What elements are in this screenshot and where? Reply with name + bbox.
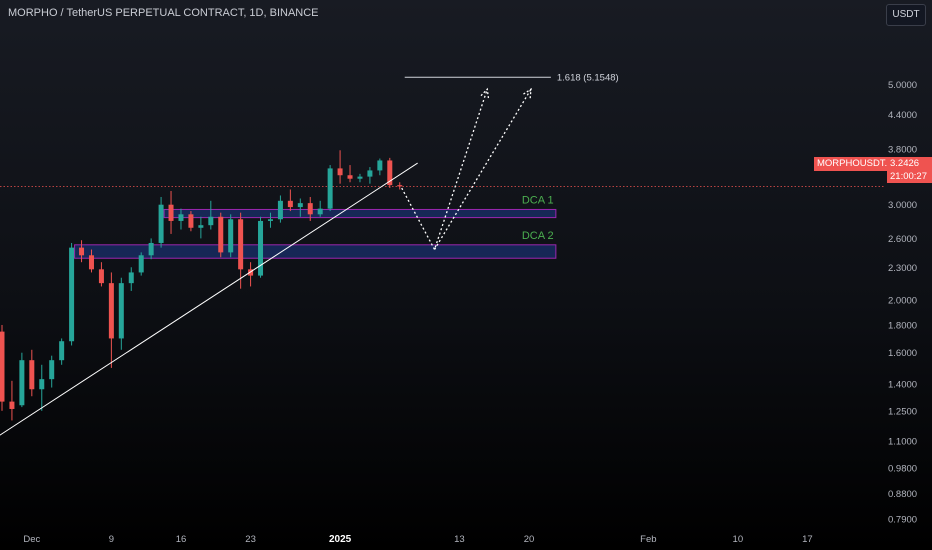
candle-body — [138, 255, 144, 273]
time-tick-label: Feb — [640, 534, 656, 545]
candle-body — [198, 225, 204, 228]
price-tick-label: 1.8000 — [888, 320, 917, 331]
candle-body — [238, 219, 244, 270]
price-tick-label: 2.6000 — [888, 234, 917, 245]
candle-body — [267, 219, 273, 221]
candle-body — [39, 379, 45, 390]
projection-arrowhead — [523, 87, 532, 99]
time-tick-label: 16 — [176, 534, 187, 545]
candle-body — [258, 220, 264, 276]
candle-body — [208, 216, 214, 226]
candle-body — [178, 214, 184, 221]
symbol-price-badge: MORPHOUSDT.P — [814, 157, 897, 171]
candle-body — [98, 269, 104, 284]
candle-body — [387, 160, 393, 186]
price-tick-label: 1.2500 — [888, 406, 917, 417]
candle-body — [59, 341, 65, 361]
currency-button[interactable]: USDT — [886, 4, 926, 26]
projection-path — [433, 88, 532, 250]
price-tick-label: 2.3000 — [888, 263, 917, 274]
time-tick-label: 20 — [524, 534, 535, 545]
candle-body — [297, 203, 303, 208]
candle-body — [397, 185, 403, 187]
projection-arrowhead — [480, 87, 490, 99]
price-tick-label: 0.7900 — [888, 514, 917, 525]
dca-zone — [163, 208, 557, 219]
price-tick-label: 2.0000 — [888, 296, 917, 307]
price-tick-label: 1.1000 — [888, 436, 917, 447]
candle-body — [168, 204, 174, 221]
dca-zone-label: DCA 2 — [522, 230, 554, 242]
trendline — [0, 162, 418, 436]
candle-body — [88, 255, 94, 270]
price-tick-label: 3.8000 — [888, 145, 917, 156]
dca-zone-label: DCA 1 — [522, 194, 554, 206]
candle-body — [347, 175, 353, 179]
dca-zone — [74, 244, 557, 259]
candle-body — [228, 219, 234, 253]
candle-body — [108, 283, 114, 339]
fib-target-label: 1.618 (5.1548) — [557, 73, 619, 84]
price-tick-label: 1.4000 — [888, 380, 917, 391]
projection-path — [401, 88, 488, 252]
time-tick-label: 9 — [109, 534, 114, 545]
price-tick-label: 4.4000 — [888, 110, 917, 121]
price-tick-label: 0.8800 — [888, 489, 917, 500]
candle-body — [29, 360, 35, 390]
candle-body — [148, 242, 154, 256]
candle-body — [9, 401, 15, 409]
candle-body — [128, 272, 134, 284]
candle-body — [287, 200, 293, 208]
candle-body — [79, 247, 85, 256]
symbol-title: MORPHO / TetherUS PERPETUAL CONTRACT, 1D… — [8, 7, 319, 19]
candle-body — [317, 208, 323, 215]
price-tick-label: 0.9800 — [888, 464, 917, 475]
candle-body — [49, 360, 55, 380]
candle-body — [377, 160, 383, 171]
bar-countdown: 21:00:27 — [890, 171, 927, 182]
candle-body — [218, 216, 224, 253]
time-tick-label: 23 — [245, 534, 256, 545]
price-tick-label: 1.6000 — [888, 348, 917, 359]
time-tick-label: 17 — [802, 534, 813, 545]
time-tick-label: Dec — [23, 534, 40, 545]
last-price-value: 3.2426 — [890, 158, 920, 169]
last-price-badge: 3.2426 21:00:27 — [887, 157, 932, 183]
candle-body — [307, 203, 313, 215]
candle-body — [158, 204, 164, 243]
candle-body — [277, 200, 283, 220]
time-tick-label: 2025 — [329, 534, 352, 545]
candle-body — [19, 360, 25, 406]
candle-body — [188, 214, 194, 228]
time-tick-label: 13 — [454, 534, 465, 545]
candle-body — [69, 247, 75, 342]
candle-body — [337, 168, 343, 176]
price-tick-label: 5.0000 — [888, 80, 917, 91]
candle-body — [357, 176, 363, 179]
price-tick-label: 3.0000 — [888, 200, 917, 211]
time-tick-label: 10 — [733, 534, 744, 545]
candle-body — [327, 168, 333, 209]
candle-body — [0, 331, 5, 402]
candle-body — [118, 283, 124, 339]
candle-body — [367, 170, 373, 177]
